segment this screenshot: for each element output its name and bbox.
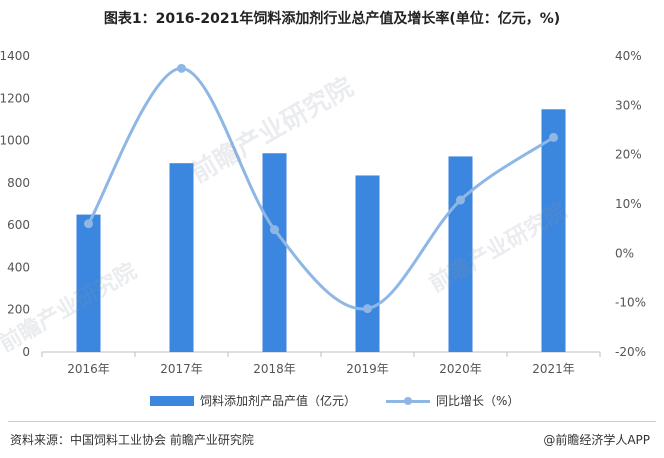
growth-point [456, 195, 465, 205]
y-right-tick-label: 40% [615, 49, 642, 63]
y-left-tick-label: 200 [7, 303, 30, 317]
y-left-tick-label: 0 [22, 345, 30, 359]
chart: 0 200 400 600 800 1000 1200 1400 -20% -10% 0% 10% 20… [0, 49, 646, 376]
legend-item-line: 同比增长（%） [386, 392, 519, 409]
legend-bar-swatch [150, 395, 194, 406]
chart-title: 图表1：2016-2021年饲料添加剂行业总产值及增长率(单位：亿元，%) [103, 11, 561, 27]
y-left-tick-label: 1400 [0, 49, 30, 63]
x-tick-label: 2018年 [253, 362, 296, 376]
bar [541, 109, 566, 352]
y-right-tick-label: 30% [615, 98, 642, 112]
x-tick-label: 2021年 [532, 362, 575, 376]
y-left-tick-label: 400 [7, 260, 30, 274]
y-left-tick-label: 1000 [0, 134, 30, 148]
y-right-tick-label: -10% [615, 296, 646, 310]
y-right-tick-label: 0% [615, 246, 634, 260]
legend-line-swatch [386, 396, 430, 406]
x-tick-label: 2019年 [346, 362, 389, 376]
brand-credit: @前瞻经济学人APP [543, 433, 650, 447]
growth-point [177, 63, 186, 73]
growth-point [270, 225, 279, 235]
legend-bar-label: 饲料添加剂产品产值（亿元） [200, 394, 357, 408]
bar [76, 214, 101, 352]
y-left-tick-label: 600 [7, 218, 30, 232]
x-tick-label: 2016年 [67, 362, 110, 376]
bar [355, 175, 380, 352]
y-right-tick-label: 20% [615, 148, 642, 162]
footer-divider [8, 421, 656, 422]
y-left-tick-label: 800 [7, 176, 30, 190]
y-left-tick-label: 1200 [0, 91, 30, 105]
bar [169, 163, 194, 352]
source-note: 资料来源：中国饲料工业协会 前瞻产业研究院 [10, 433, 254, 447]
y-right-tick-label: 10% [615, 197, 642, 211]
bar [262, 153, 287, 352]
x-tick-label: 2017年 [160, 362, 203, 376]
y-right-tick-label: -20% [615, 345, 646, 359]
legend-item-bar: 饲料添加剂产品产值（亿元） [150, 392, 356, 409]
growth-point [363, 304, 372, 314]
growth-point [549, 132, 558, 142]
growth-point [84, 219, 93, 229]
chart-legend: 饲料添加剂产品产值（亿元） 同比增长（%） [0, 392, 664, 412]
x-tick-label: 2020年 [439, 362, 482, 376]
legend-line-label: 同比增长（%） [436, 394, 520, 408]
bar [448, 156, 473, 352]
